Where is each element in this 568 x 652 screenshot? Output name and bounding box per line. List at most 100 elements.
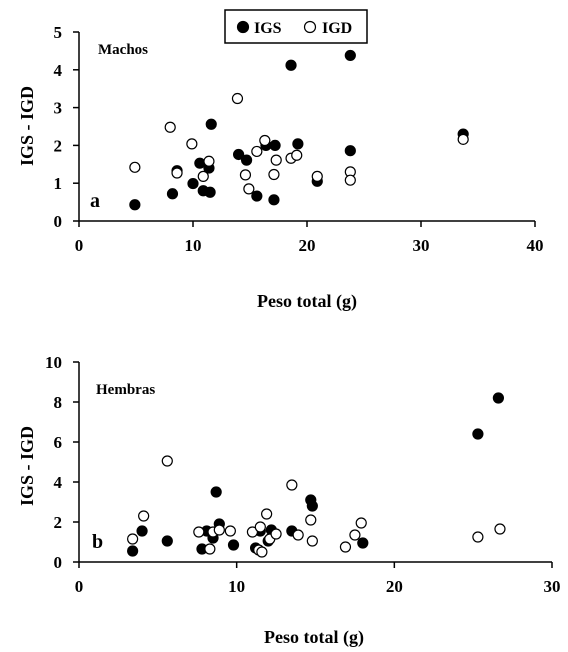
legend-label-igd: IGD	[322, 20, 352, 37]
y-tick-label: 8	[54, 393, 63, 412]
data-point-igs	[205, 118, 217, 130]
y-tick-label: 0	[54, 553, 63, 572]
legend-marker-igs	[236, 20, 250, 34]
data-point-igs	[194, 157, 206, 169]
x-axis-label: Peso total (g)	[264, 627, 364, 648]
data-point-igd	[268, 168, 280, 181]
data-point-igd	[305, 514, 317, 526]
data-point-igd	[164, 121, 176, 133]
data-point-igd	[349, 529, 361, 541]
data-point-igs	[285, 59, 297, 71]
data-point-igs	[204, 186, 216, 198]
y-tick-label: 0	[54, 212, 63, 231]
data-point-igd	[344, 174, 356, 186]
data-point-igd	[193, 526, 205, 538]
data-point-igd	[355, 517, 367, 529]
data-point-igs	[127, 545, 139, 557]
data-point-igd	[197, 170, 209, 182]
data-point-igs	[240, 154, 253, 166]
data-point-igd	[186, 138, 198, 150]
data-point-igd	[457, 133, 469, 145]
data-point-igs	[210, 486, 222, 498]
y-axis-label: IGS - IGD	[17, 426, 37, 506]
data-point-igd	[171, 167, 183, 179]
y-tick-label: 2	[54, 136, 63, 155]
data-point-igs	[227, 539, 240, 551]
data-point-igs	[161, 535, 173, 547]
data-point-igs	[187, 177, 199, 190]
x-tick-label: 40	[527, 236, 544, 255]
data-point-igs	[251, 190, 263, 202]
data-point-igs	[344, 145, 356, 157]
data-point-igd	[306, 535, 318, 547]
data-point-igd	[259, 134, 271, 147]
chart-annotation: Machos	[98, 42, 148, 58]
y-tick-label: 6	[54, 433, 63, 452]
data-point-igd	[129, 161, 141, 173]
data-point-igd	[246, 526, 259, 538]
legend-label-igs: IGS	[254, 20, 282, 37]
data-point-igd	[286, 479, 298, 491]
data-point-igs	[166, 188, 179, 200]
data-point-igd	[243, 183, 255, 195]
y-tick-label: 4	[54, 473, 63, 492]
chart-hembras: Hembras b Peso total (g) IGS - IGD 0 10 20…	[17, 353, 561, 648]
data-point-igd	[251, 145, 263, 158]
y-tick-label: 2	[54, 513, 63, 532]
data-point-igd	[239, 169, 252, 181]
data-point-igd	[261, 508, 273, 520]
x-tick-label: 0	[75, 577, 84, 596]
x-tick-label: 20	[386, 577, 403, 596]
data-point-igd	[292, 529, 304, 541]
data-point-igd	[270, 154, 282, 166]
y-tick-label: 10	[45, 353, 62, 372]
data-point-igd	[472, 531, 484, 543]
data-point-igd	[127, 533, 139, 545]
x-tick-label: 30	[544, 577, 561, 596]
x-tick-label: 10	[185, 236, 202, 255]
data-point-igd	[494, 523, 506, 535]
chart-annotation: Hembras	[96, 382, 155, 398]
data-point-igd	[291, 149, 303, 161]
x-tick-label: 30	[413, 236, 430, 255]
data-point-igd	[270, 528, 282, 540]
data-point-igs	[357, 537, 369, 549]
data-point-igs	[292, 138, 304, 150]
chart-machos: Machos a Peso total (g) IGS - IGD 0 10 20 3…	[17, 23, 544, 312]
x-axis-label: Peso total (g)	[257, 291, 357, 312]
y-tick-label: 1	[54, 174, 63, 193]
y-tick-label: 3	[54, 99, 63, 118]
data-point-igs	[472, 428, 484, 440]
mark-group	[129, 49, 469, 211]
data-point-igd	[254, 521, 266, 533]
data-point-igd	[224, 525, 236, 537]
data-point-igs	[129, 199, 141, 211]
data-point-igd	[203, 155, 215, 167]
data-point-igd	[311, 170, 323, 182]
data-point-igd	[204, 543, 216, 555]
mark-group	[127, 392, 506, 558]
panel-letter: b	[92, 531, 103, 553]
data-point-igd	[213, 524, 225, 536]
data-point-igs	[344, 49, 356, 62]
x-tick-label: 10	[228, 577, 245, 596]
data-point-igs	[492, 392, 504, 404]
data-point-igd	[339, 541, 352, 553]
panel-letter: a	[90, 190, 100, 212]
x-tick-label: 20	[299, 236, 316, 255]
y-axis-label: IGS - IGD	[17, 86, 37, 166]
data-point-igs	[306, 500, 318, 512]
data-point-igd	[161, 455, 173, 467]
legend: IGS IGD	[224, 9, 368, 44]
tick-group: 0 10 20 30 0 2 4 6 8 10	[45, 353, 561, 596]
y-tick-label: 4	[54, 61, 63, 80]
data-point-igd	[231, 92, 244, 105]
data-point-igs	[269, 139, 281, 151]
data-point-igd	[138, 510, 150, 522]
x-tick-label: 0	[75, 236, 84, 255]
legend-marker-igd	[303, 20, 317, 34]
data-point-igd	[256, 546, 268, 558]
y-tick-label: 5	[54, 23, 63, 42]
data-point-igs	[136, 525, 148, 537]
